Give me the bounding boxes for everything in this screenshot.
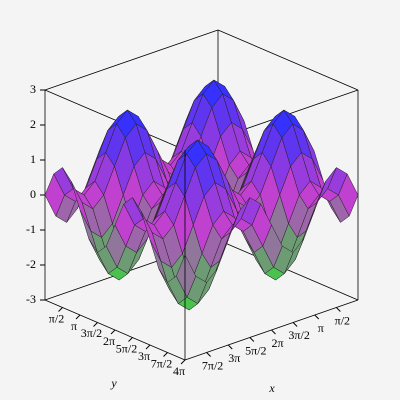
x-tick-label: 7π/2 — [202, 358, 223, 372]
z-tick-label: 0 — [30, 187, 36, 201]
y-tick — [128, 337, 133, 342]
z-tick-label: 1 — [30, 152, 36, 166]
x-tick-label: 3π — [228, 351, 240, 365]
x-tick — [336, 307, 341, 312]
x-tick — [271, 329, 276, 335]
box-edge — [217, 239, 359, 301]
z-tick-label: -2 — [26, 257, 36, 271]
y-tick-label: 4π — [173, 364, 185, 378]
x-tick — [314, 314, 320, 320]
x-tick-label: 5π/2 — [245, 343, 266, 357]
x-tick — [227, 344, 233, 350]
y-tick-label: 3π — [138, 349, 150, 363]
y-tick — [180, 359, 186, 365]
y-tick-label: π — [71, 319, 77, 333]
box-edge — [44, 89, 186, 151]
y-tick-label: 2π — [103, 334, 115, 348]
box-edge — [217, 29, 359, 91]
x-tick-label: 2π — [271, 336, 283, 350]
x-tick-label: π/2 — [335, 313, 350, 327]
x-tick-label: 3π/2 — [288, 328, 309, 342]
y-tick — [93, 322, 98, 327]
y-tick — [75, 314, 81, 320]
y-tick-label: 3π/2 — [81, 326, 102, 340]
z-tick-label: -3 — [26, 292, 36, 306]
y-axis-label: y — [110, 376, 117, 390]
z-tick-label: -1 — [26, 222, 36, 236]
x-axis-label: x — [268, 381, 275, 395]
y-tick — [145, 344, 151, 350]
x-tick — [249, 337, 255, 342]
y-tick — [58, 307, 63, 312]
z-tick-label: 3 — [30, 82, 36, 96]
box-edge — [44, 29, 219, 91]
x-tick-label: π — [318, 321, 324, 335]
y-tick-label: 5π/2 — [116, 341, 137, 355]
y-tick-label: π/2 — [49, 311, 64, 325]
z-tick-label: 2 — [30, 117, 36, 131]
y-tick — [163, 352, 168, 357]
x-tick — [292, 322, 298, 327]
x-tick — [206, 352, 211, 357]
y-tick-label: 7π/2 — [151, 356, 172, 370]
y-tick — [110, 329, 116, 335]
